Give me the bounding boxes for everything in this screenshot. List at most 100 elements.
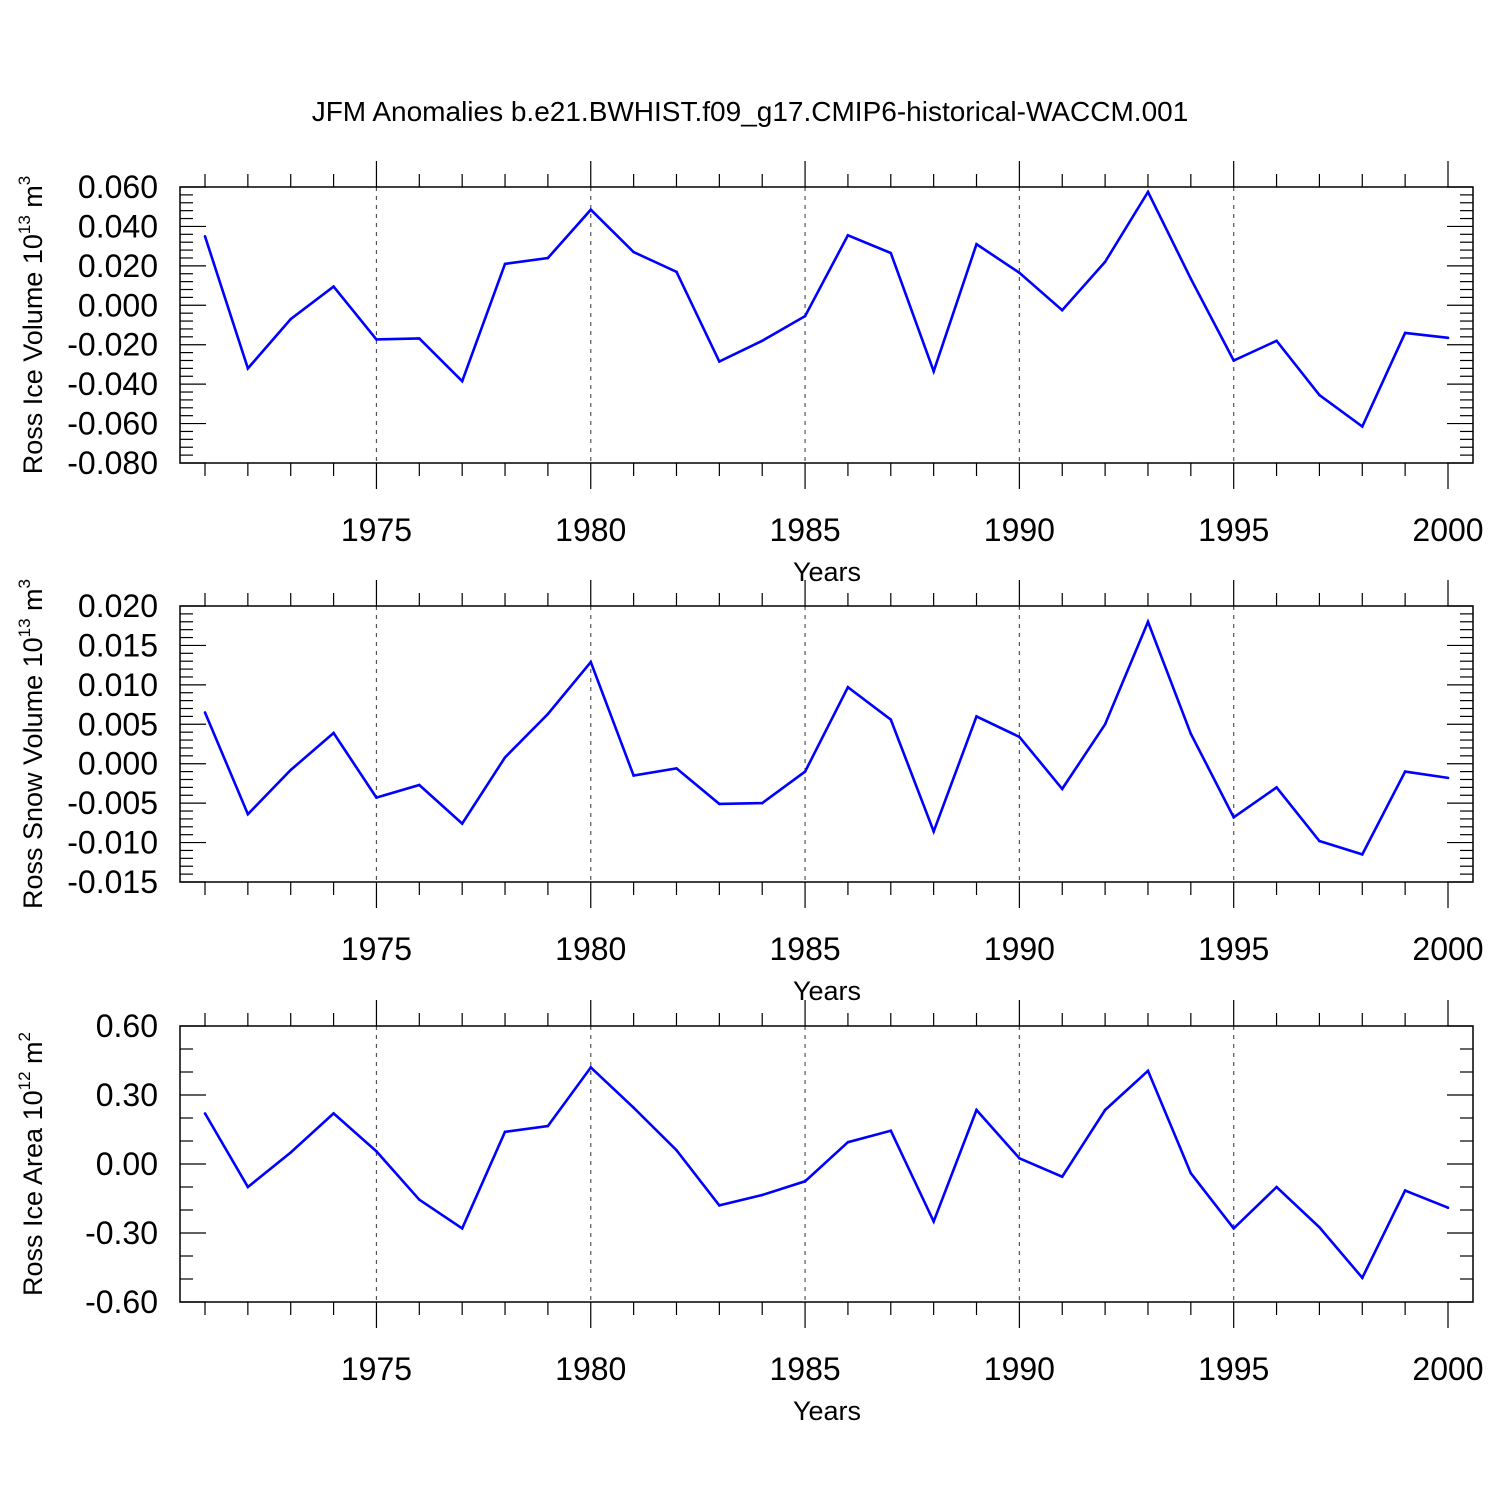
data-point <box>589 208 593 211</box>
data-point <box>503 262 507 266</box>
data-point <box>1103 260 1107 264</box>
data-point <box>1275 1185 1278 1189</box>
data-point <box>332 1112 335 1115</box>
x-tick-label: 1995 <box>1198 1351 1269 1387</box>
x-tick-label: 1985 <box>769 512 840 548</box>
y-axis-title-base: Ross Ice Volume 10 <box>18 234 48 474</box>
y-axis-title-base: Ross Ice Area 10 <box>18 1090 48 1296</box>
data-point <box>1232 1227 1235 1230</box>
x-axis-title: Years <box>793 976 861 1006</box>
y-tick-label: 0.010 <box>78 667 158 703</box>
data-point <box>760 801 764 805</box>
data-point <box>975 242 978 246</box>
y-tick-label: -0.005 <box>67 785 158 821</box>
x-tick-label: 1975 <box>341 931 412 967</box>
data-point <box>1318 839 1321 843</box>
data-point <box>1318 1225 1321 1229</box>
data-point <box>1232 816 1235 819</box>
data-point <box>289 1151 293 1154</box>
data-point <box>1446 1206 1450 1209</box>
x-tick-label: 2000 <box>1412 512 1483 548</box>
data-point <box>889 718 893 721</box>
data-point <box>246 1185 250 1189</box>
plot-frame <box>179 186 1474 464</box>
data-point <box>718 802 721 806</box>
data-point <box>1232 359 1235 362</box>
data-point <box>1189 732 1193 736</box>
data-point <box>1060 787 1064 791</box>
x-tick-label: 1995 <box>1198 512 1269 548</box>
y-axis-title: Ross Snow Volume 1013 m3 <box>15 579 48 909</box>
data-point <box>375 338 378 341</box>
plot-frame <box>179 605 1474 883</box>
data-point <box>1360 853 1364 856</box>
data-point <box>803 770 807 773</box>
y-tick-label: 0.060 <box>78 169 158 205</box>
data-point <box>246 812 250 816</box>
y-axis-title-exponent: 13 <box>15 215 34 234</box>
data-point <box>332 731 335 735</box>
data-point <box>932 370 935 373</box>
data-point <box>675 767 678 770</box>
data-point <box>1146 620 1150 624</box>
data-point <box>1275 786 1278 789</box>
data-point <box>289 317 293 321</box>
x-tick-label: 1975 <box>341 512 412 548</box>
data-point <box>1189 1171 1193 1175</box>
data-point <box>975 715 978 718</box>
data-point <box>675 1148 678 1152</box>
data-point <box>1146 190 1150 194</box>
data-point <box>760 339 764 343</box>
y-axis-title-unit-exponent: 3 <box>15 176 34 185</box>
x-tick-label: 1990 <box>984 1351 1055 1387</box>
data-point <box>1446 776 1450 780</box>
data-point <box>503 756 507 759</box>
data-point <box>718 360 721 363</box>
data-point <box>1103 1108 1107 1112</box>
panel-3: 1975 1980 1985 1990 1995 2000 Years 0.60 0.30 0.0… <box>15 1000 1484 1426</box>
series-line <box>203 618 1449 856</box>
y-tick-label: -0.060 <box>67 406 158 442</box>
data-point <box>1060 1175 1064 1178</box>
y-tick-label: -0.080 <box>67 445 158 481</box>
data-point <box>632 1106 635 1109</box>
data-point <box>1018 271 1021 275</box>
data-point <box>1103 722 1107 726</box>
data-point <box>1018 1156 1021 1160</box>
data-point <box>1060 308 1064 312</box>
y-axis-title-exponent: 12 <box>15 1071 34 1090</box>
x-tick-label: 1980 <box>555 1351 626 1387</box>
y-axis-title-exponent: 13 <box>15 618 34 637</box>
data-point <box>846 234 850 237</box>
y-tick-label: 0.30 <box>96 1077 158 1113</box>
y-tick-label: 0.040 <box>78 208 158 244</box>
data-point <box>203 1112 207 1115</box>
data-point <box>889 251 893 255</box>
x-tick-label: 1975 <box>341 1351 412 1387</box>
x-axis-title: Years <box>793 1396 861 1426</box>
y-tick-label: 0.60 <box>96 1008 158 1044</box>
data-point <box>846 1140 850 1144</box>
data-point <box>632 774 635 777</box>
data-point <box>246 367 250 370</box>
y-tick-label: -0.30 <box>85 1215 158 1251</box>
series-line <box>203 1065 1449 1281</box>
data-point <box>589 660 593 664</box>
data-point <box>975 1108 978 1112</box>
data-point <box>460 379 464 383</box>
y-axis-title-unit: m <box>18 185 48 215</box>
data-point <box>289 768 293 772</box>
y-tick-label: -0.015 <box>67 864 158 900</box>
y-axis-title-unit: m <box>18 588 48 618</box>
y-axis-title-unit: m <box>18 1041 48 1071</box>
data-point <box>375 796 378 799</box>
y-axis-title-unit-exponent: 2 <box>15 1032 34 1041</box>
data-point <box>503 1130 507 1134</box>
data-point <box>1189 277 1193 280</box>
data-point <box>1018 735 1021 739</box>
data-point <box>803 314 807 318</box>
data-point <box>418 783 421 787</box>
data-point <box>589 1066 593 1069</box>
